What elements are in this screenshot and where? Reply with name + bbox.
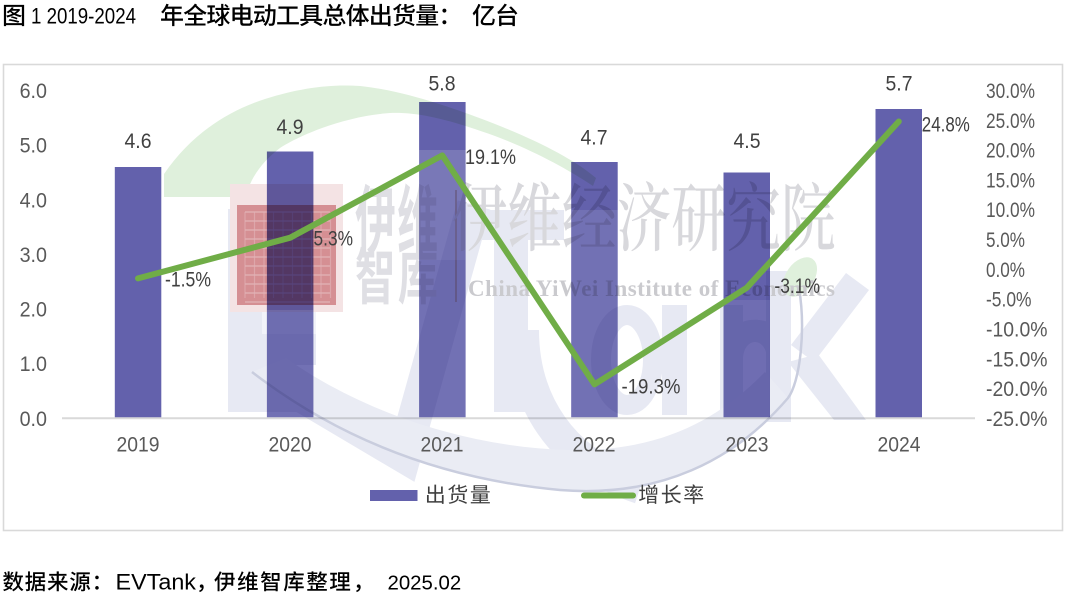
svg-text:4.9: 4.9 xyxy=(277,116,304,139)
svg-text:-25.0%: -25.0% xyxy=(986,408,1048,431)
svg-text:25.0%: 25.0% xyxy=(986,110,1035,133)
svg-text:5.8: 5.8 xyxy=(429,73,456,96)
svg-text:20.0%: 20.0% xyxy=(986,140,1035,163)
svg-text:5.7: 5.7 xyxy=(886,73,913,96)
svg-text:2.0: 2.0 xyxy=(20,299,47,322)
svg-text:5.0: 5.0 xyxy=(20,135,47,158)
svg-text:3.0: 3.0 xyxy=(20,244,47,267)
svg-text:-10.0%: -10.0% xyxy=(986,319,1048,342)
svg-text:19.1%: 19.1% xyxy=(465,146,516,169)
svg-text:30.0%: 30.0% xyxy=(986,80,1035,103)
svg-text:2020: 2020 xyxy=(269,434,312,457)
svg-text:4.5: 4.5 xyxy=(734,130,761,153)
svg-text:24.8%: 24.8% xyxy=(922,114,970,137)
svg-text:1 2019-2024: 1 2019-2024 xyxy=(31,4,136,29)
svg-text:6.0: 6.0 xyxy=(20,80,47,103)
svg-text:EVTank: EVTank xyxy=(116,570,198,595)
svg-text:1.0: 1.0 xyxy=(20,353,47,376)
svg-text:-19.3%: -19.3% xyxy=(622,375,681,398)
svg-text:2024: 2024 xyxy=(878,434,921,457)
svg-text:2019: 2019 xyxy=(117,434,160,457)
svg-text:4.6: 4.6 xyxy=(125,130,152,153)
svg-text:2021: 2021 xyxy=(421,434,464,457)
svg-text:10.0%: 10.0% xyxy=(986,199,1035,222)
svg-text:-5.0%: -5.0% xyxy=(986,289,1032,312)
svg-text:5.3%: 5.3% xyxy=(314,228,354,251)
svg-text:15.0%: 15.0% xyxy=(986,169,1035,192)
svg-text:0.0%: 0.0% xyxy=(986,259,1025,282)
svg-text:-15.0%: -15.0% xyxy=(986,348,1048,371)
svg-text:2022: 2022 xyxy=(573,434,616,457)
svg-text:5.0%: 5.0% xyxy=(986,229,1025,252)
svg-text:-20.0%: -20.0% xyxy=(986,378,1048,401)
svg-text:0.0: 0.0 xyxy=(20,408,47,431)
svg-text:4.7: 4.7 xyxy=(581,127,608,150)
svg-text:-3.1%: -3.1% xyxy=(774,275,820,298)
svg-text:2023: 2023 xyxy=(726,434,769,457)
svg-text:2025.02: 2025.02 xyxy=(388,572,462,595)
svg-text:-1.5%: -1.5% xyxy=(165,269,211,292)
svg-text:4.0: 4.0 xyxy=(20,189,47,212)
